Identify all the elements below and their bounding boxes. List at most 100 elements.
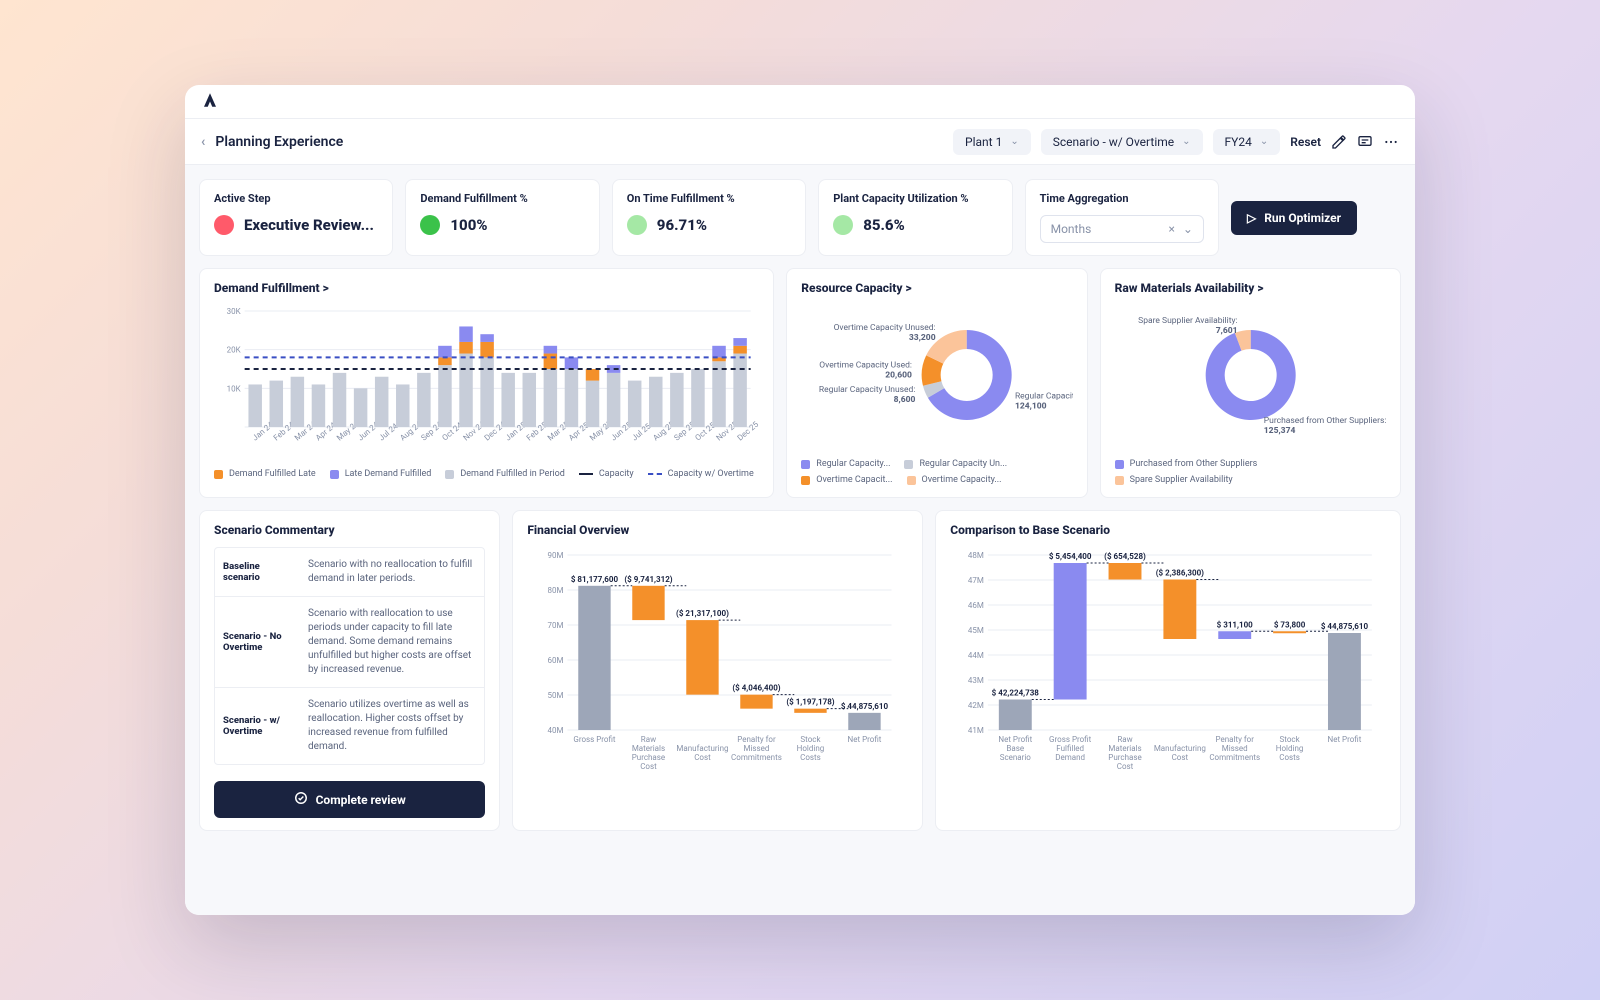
svg-text:Regular Capacity Unused:: Regular Capacity Unused: — [819, 385, 916, 395]
svg-text:Penalty for: Penalty for — [738, 735, 777, 744]
resource-capacity-card: Resource Capacity > Regular Capacity Use… — [786, 268, 1087, 498]
commentary-table: Baseline scenarioScenario with no reallo… — [214, 547, 485, 765]
svg-text:Missed: Missed — [1222, 744, 1248, 753]
kpi-capacity: Plant Capacity Utilization % 85.6% — [818, 179, 1012, 256]
kpi-label: Time Aggregation — [1040, 192, 1204, 205]
page-title: Planning Experience — [215, 134, 343, 150]
svg-text:80M: 80M — [548, 586, 564, 595]
svg-text:Cost: Cost — [1117, 762, 1134, 771]
svg-text:Commitments: Commitments — [731, 753, 782, 762]
logo-icon — [201, 91, 219, 113]
svg-text:Overtime Capacity Unused:: Overtime Capacity Unused: — [834, 323, 936, 333]
card-title[interactable]: Resource Capacity > — [801, 281, 1072, 295]
svg-text:60M: 60M — [548, 656, 564, 665]
svg-text:Materials: Materials — [632, 744, 665, 753]
svg-text:125,374: 125,374 — [1263, 426, 1295, 436]
svg-text:Manufacturing: Manufacturing — [1154, 744, 1206, 753]
svg-text:$ 311,100: $ 311,100 — [1217, 620, 1253, 629]
svg-text:42M: 42M — [968, 701, 984, 710]
svg-text:Purchase: Purchase — [632, 753, 665, 762]
svg-text:44M: 44M — [968, 651, 984, 660]
more-icon[interactable] — [1383, 134, 1399, 150]
svg-text:90M: 90M — [548, 551, 564, 560]
svg-text:Purchase: Purchase — [1109, 753, 1142, 762]
status-dot — [627, 215, 647, 235]
kpi-label: Demand Fulfillment % — [420, 192, 584, 205]
card-title: Financial Overview — [527, 523, 908, 537]
kpi-value: 96.71% — [657, 216, 707, 234]
svg-text:Gross Profit: Gross Profit — [574, 735, 617, 744]
svg-text:($ 2,386,300): ($ 2,386,300) — [1156, 569, 1204, 578]
svg-text:Cost: Cost — [695, 753, 712, 762]
resource-donut: Regular Capacity Used:124,100 Regular Cap… — [801, 305, 1072, 445]
table-row: Baseline scenarioScenario with no reallo… — [215, 548, 484, 597]
svg-text:Missed: Missed — [744, 744, 770, 753]
time-agg-select[interactable]: Months ×⌄ — [1040, 215, 1204, 243]
comment-icon[interactable] — [1357, 134, 1373, 150]
app-window: ‹ Planning Experience Plant 1⌄ Scenario … — [185, 85, 1415, 915]
svg-text:Regular Capacity Used:: Regular Capacity Used: — [1015, 391, 1072, 401]
demand-legend: Demand Fulfilled LateLate Demand Fulfill… — [214, 469, 759, 479]
svg-text:Demand: Demand — [1056, 753, 1086, 762]
materials-legend: Purchased from Other SuppliersSpare Supp… — [1115, 459, 1386, 485]
svg-text:Net Profit: Net Profit — [848, 735, 882, 744]
svg-text:Materials: Materials — [1109, 744, 1142, 753]
reset-link[interactable]: Reset — [1290, 135, 1321, 149]
edit-icon[interactable] — [1331, 134, 1347, 150]
content-area: Active Step Executive Review... Demand F… — [185, 165, 1415, 915]
svg-text:43M: 43M — [968, 676, 984, 685]
svg-text:46M: 46M — [968, 601, 984, 610]
svg-text:Net Profit: Net Profit — [1328, 735, 1362, 744]
chevron-down-icon: ⌄ — [1260, 136, 1268, 147]
svg-text:Stock: Stock — [1280, 735, 1301, 744]
clear-icon[interactable]: × — [1169, 222, 1175, 236]
svg-text:Commitments: Commitments — [1210, 753, 1261, 762]
comparison-waterfall: 41M42M43M44M45M46M47M48M$ 42,224,738Net … — [950, 547, 1386, 772]
svg-text:Holding: Holding — [797, 744, 825, 753]
table-row: Scenario - No OvertimeScenario with real… — [215, 597, 484, 688]
fy-dropdown[interactable]: FY24⌄ — [1213, 129, 1281, 155]
demand-chart: 30K20K10KJan 24Feb 24Mar 24Apr 24May 24J… — [214, 305, 759, 455]
svg-text:45M: 45M — [968, 626, 984, 635]
svg-text:$ 44,875,610: $ 44,875,610 — [1321, 622, 1369, 631]
svg-text:Spare Supplier Availability:: Spare Supplier Availability: — [1138, 316, 1237, 326]
kpi-time-aggregation: Time Aggregation Months ×⌄ — [1025, 179, 1219, 256]
svg-text:Costs: Costs — [800, 753, 821, 762]
svg-text:Holding: Holding — [1276, 744, 1304, 753]
materials-donut: Purchased from Other Suppliers:125,374Sp… — [1115, 305, 1386, 445]
back-icon[interactable]: ‹ — [201, 134, 205, 150]
kpi-demand-fulfillment: Demand Fulfillment % 100% — [405, 179, 599, 256]
svg-text:Gross Profit: Gross Profit — [1049, 735, 1092, 744]
svg-text:47M: 47M — [968, 576, 984, 585]
svg-text:$ 81,177,600: $ 81,177,600 — [571, 575, 619, 584]
svg-text:Cost: Cost — [1172, 753, 1189, 762]
chevron-down-icon: ⌄ — [1183, 222, 1193, 236]
svg-text:Raw: Raw — [641, 735, 656, 744]
svg-text:70M: 70M — [548, 621, 564, 630]
svg-text:Fulfilled: Fulfilled — [1057, 744, 1085, 753]
card-title[interactable]: Demand Fulfillment > — [214, 281, 759, 295]
materials-card: Raw Materials Availability > Purchased f… — [1100, 268, 1401, 498]
plant-dropdown[interactable]: Plant 1⌄ — [953, 129, 1031, 155]
complete-review-label: Complete review — [316, 793, 406, 807]
svg-text:20K: 20K — [227, 346, 242, 355]
svg-text:$ 73,800: $ 73,800 — [1274, 620, 1306, 629]
card-title[interactable]: Raw Materials Availability > — [1115, 281, 1386, 295]
svg-text:10K: 10K — [227, 384, 242, 393]
run-optimizer-button[interactable]: ▷ Run Optimizer — [1231, 201, 1357, 235]
svg-text:8,600: 8,600 — [894, 395, 916, 405]
svg-text:Raw: Raw — [1118, 735, 1133, 744]
svg-text:$ 42,224,738: $ 42,224,738 — [992, 689, 1040, 698]
svg-text:124,100: 124,100 — [1015, 401, 1047, 411]
financial-waterfall: 40M50M60M70M80M90M$ 81,177,600Gross Prof… — [527, 547, 908, 772]
complete-review-button[interactable]: Complete review — [214, 781, 485, 818]
svg-text:20,600: 20,600 — [886, 371, 913, 381]
svg-text:Cost: Cost — [641, 762, 658, 771]
svg-text:41M: 41M — [968, 726, 984, 735]
svg-text:($ 1,197,178): ($ 1,197,178) — [787, 698, 835, 707]
scenario-dropdown[interactable]: Scenario - w/ Overtime⌄ — [1041, 129, 1203, 155]
scenario-dropdown-label: Scenario - w/ Overtime — [1053, 135, 1174, 149]
kpi-value: 100% — [450, 216, 487, 234]
kpi-ontime: On Time Fulfillment % 96.71% — [612, 179, 806, 256]
svg-text:33,200: 33,200 — [909, 333, 936, 343]
